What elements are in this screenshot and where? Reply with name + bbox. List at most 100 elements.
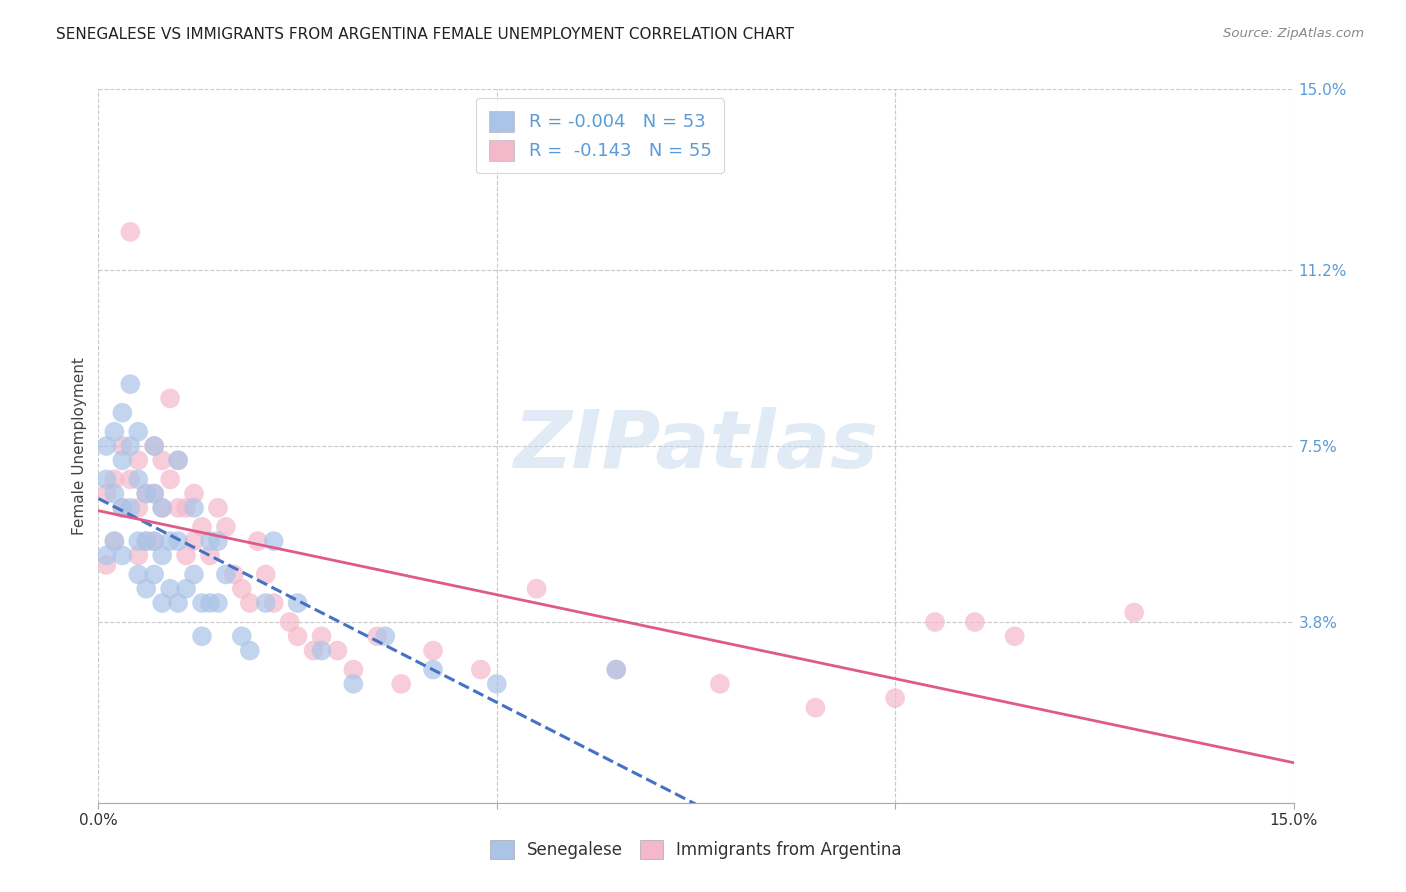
Point bbox=[326, 643, 349, 657]
Point bbox=[150, 453, 173, 467]
Point bbox=[246, 534, 269, 549]
Point bbox=[804, 700, 827, 714]
Point bbox=[215, 520, 238, 534]
Point bbox=[159, 534, 181, 549]
Point bbox=[1123, 606, 1146, 620]
Point bbox=[239, 643, 262, 657]
Point bbox=[96, 486, 118, 500]
Point bbox=[167, 500, 190, 515]
Point bbox=[605, 663, 627, 677]
Point bbox=[198, 549, 221, 563]
Point bbox=[207, 500, 229, 515]
Point bbox=[150, 500, 173, 515]
Point bbox=[103, 472, 125, 486]
Point bbox=[127, 549, 149, 563]
Point bbox=[150, 500, 173, 515]
Point bbox=[389, 677, 412, 691]
Y-axis label: Female Unemployment: Female Unemployment bbox=[72, 357, 87, 535]
Point bbox=[111, 549, 134, 563]
Point bbox=[191, 629, 214, 643]
Point bbox=[135, 582, 157, 596]
Point bbox=[143, 439, 166, 453]
Point bbox=[342, 663, 364, 677]
Point bbox=[111, 500, 134, 515]
Point bbox=[191, 596, 214, 610]
Point bbox=[1004, 629, 1026, 643]
Point bbox=[374, 629, 396, 643]
Point bbox=[287, 596, 309, 610]
Point bbox=[159, 392, 181, 406]
Point bbox=[198, 596, 221, 610]
Point bbox=[342, 677, 364, 691]
Point bbox=[135, 534, 157, 549]
Text: ZIPatlas: ZIPatlas bbox=[513, 407, 879, 485]
Point bbox=[174, 500, 197, 515]
Point bbox=[135, 486, 157, 500]
Point bbox=[111, 453, 134, 467]
Point bbox=[120, 439, 142, 453]
Point bbox=[103, 534, 125, 549]
Point bbox=[127, 500, 149, 515]
Point bbox=[254, 596, 277, 610]
Point bbox=[311, 629, 333, 643]
Point bbox=[191, 520, 214, 534]
Point bbox=[143, 534, 166, 549]
Point bbox=[183, 486, 205, 500]
Point bbox=[174, 549, 197, 563]
Point bbox=[263, 596, 285, 610]
Point bbox=[709, 677, 731, 691]
Point bbox=[422, 643, 444, 657]
Point bbox=[159, 582, 181, 596]
Point bbox=[167, 453, 190, 467]
Legend: Senegalese, Immigrants from Argentina: Senegalese, Immigrants from Argentina bbox=[484, 833, 908, 866]
Point bbox=[111, 406, 134, 420]
Point bbox=[96, 472, 118, 486]
Point bbox=[924, 615, 946, 629]
Point bbox=[422, 663, 444, 677]
Point bbox=[278, 615, 301, 629]
Point bbox=[183, 500, 205, 515]
Point bbox=[167, 453, 190, 467]
Point bbox=[884, 691, 907, 706]
Point bbox=[135, 534, 157, 549]
Point bbox=[198, 534, 221, 549]
Point bbox=[150, 549, 173, 563]
Text: Source: ZipAtlas.com: Source: ZipAtlas.com bbox=[1223, 27, 1364, 40]
Point bbox=[239, 596, 262, 610]
Point bbox=[143, 439, 166, 453]
Point bbox=[143, 486, 166, 500]
Point bbox=[302, 643, 325, 657]
Point bbox=[222, 567, 245, 582]
Point bbox=[150, 596, 173, 610]
Point bbox=[231, 582, 253, 596]
Point bbox=[127, 472, 149, 486]
Point bbox=[143, 534, 166, 549]
Point bbox=[526, 582, 548, 596]
Point bbox=[470, 663, 492, 677]
Point bbox=[207, 534, 229, 549]
Point bbox=[103, 486, 125, 500]
Point bbox=[366, 629, 388, 643]
Point bbox=[103, 425, 125, 439]
Point bbox=[183, 534, 205, 549]
Point bbox=[96, 549, 118, 563]
Point bbox=[231, 629, 253, 643]
Point bbox=[485, 677, 508, 691]
Point bbox=[127, 567, 149, 582]
Point bbox=[127, 453, 149, 467]
Point bbox=[135, 486, 157, 500]
Point bbox=[127, 534, 149, 549]
Point bbox=[120, 500, 142, 515]
Point bbox=[311, 643, 333, 657]
Point bbox=[120, 472, 142, 486]
Text: SENEGALESE VS IMMIGRANTS FROM ARGENTINA FEMALE UNEMPLOYMENT CORRELATION CHART: SENEGALESE VS IMMIGRANTS FROM ARGENTINA … bbox=[56, 27, 794, 42]
Point bbox=[159, 472, 181, 486]
Point bbox=[143, 567, 166, 582]
Point bbox=[215, 567, 238, 582]
Point bbox=[174, 582, 197, 596]
Point bbox=[167, 534, 190, 549]
Point bbox=[183, 567, 205, 582]
Point bbox=[96, 439, 118, 453]
Point bbox=[111, 500, 134, 515]
Point bbox=[96, 558, 118, 572]
